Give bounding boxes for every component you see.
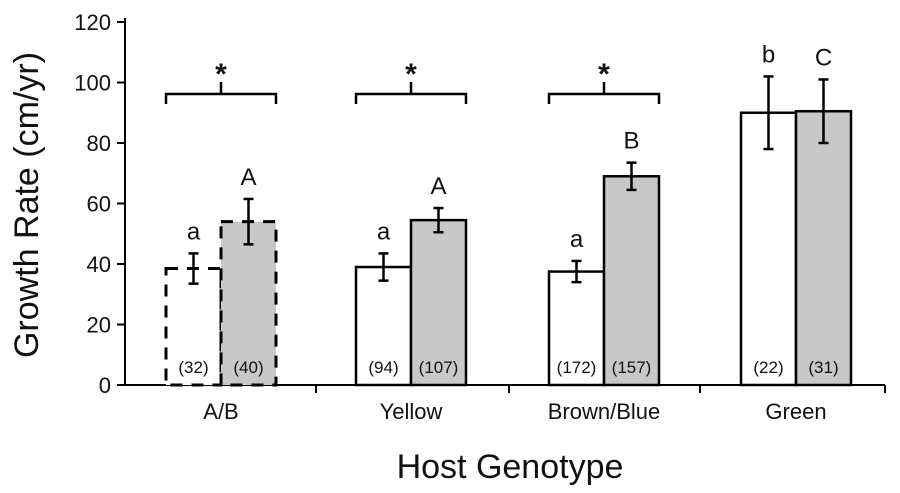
y-tick-label: 40 [87,252,111,277]
significance-letter: A [430,173,446,200]
bar [602,175,661,387]
sample-size-label: (40) [233,358,263,377]
significance-star: * [215,58,227,91]
x-tick-label: Yellow [380,399,443,424]
significance-letter: b [762,41,775,68]
significance-letter: a [187,218,201,245]
x-tick-label: Brown/Blue [548,399,661,424]
y-tick-label: 120 [74,10,111,35]
significance-star: * [598,58,610,91]
significance-bracket [354,92,468,104]
significance-letter: C [815,44,832,71]
y-tick-label: 20 [87,313,111,338]
x-tick-label: Green [765,399,826,424]
y-axis-title: Growth Rate (cm/yr) [8,52,46,358]
sample-size-label: (22) [753,358,783,377]
x-tick-label: A/B [203,399,238,424]
x-axis-title: Host Genotype [397,448,624,486]
bar [409,218,468,387]
bar [547,270,606,387]
bar [739,111,798,387]
significance-letter: a [570,226,584,253]
y-tick-label: 80 [87,131,111,156]
sample-size-label: (32) [178,358,208,377]
y-tick-label: 60 [87,192,111,217]
sample-size-label: (157) [612,358,652,377]
significance-bracket [164,92,278,104]
significance-letter: A [240,164,256,191]
y-tick-label: 0 [99,373,111,398]
significance-letter: a [377,218,391,245]
significance-letter: B [623,128,639,155]
bar [794,109,853,387]
sample-size-label: (31) [808,358,838,377]
significance-star: * [405,58,417,91]
bar [354,265,413,387]
significance-bracket [547,92,661,104]
sample-size-label: (107) [419,358,459,377]
y-tick-label: 100 [74,71,111,96]
sample-size-label: (94) [368,358,398,377]
sample-size-label: (172) [557,358,597,377]
